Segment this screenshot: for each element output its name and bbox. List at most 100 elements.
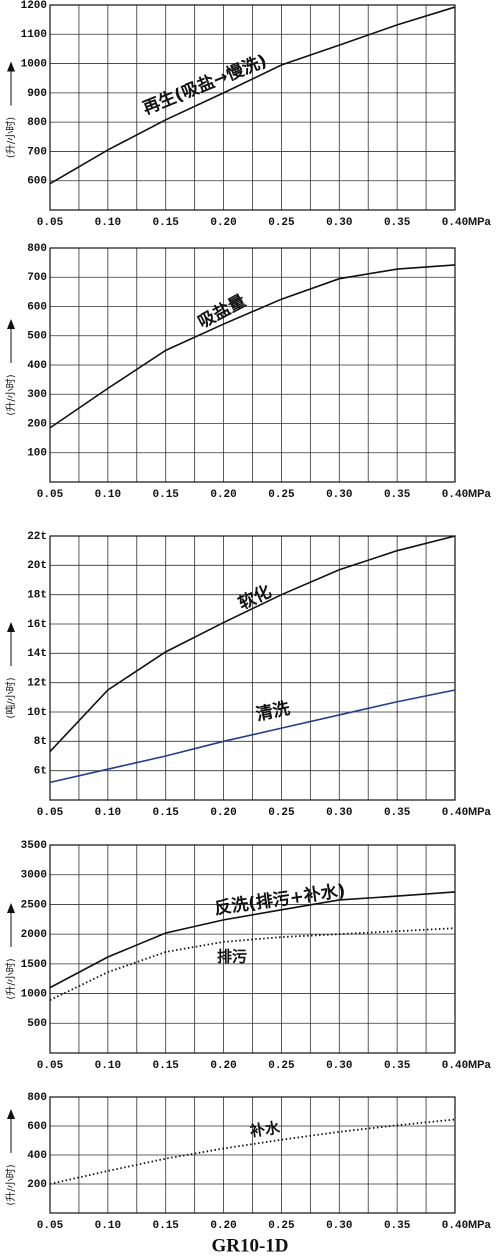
x-tick-label: 0.35 <box>384 217 411 229</box>
axis-arrow-head <box>7 1109 15 1119</box>
y-tick-label: 12t <box>27 678 47 690</box>
curve-label: 清洗 <box>254 698 292 726</box>
plot-frame <box>49 4 456 211</box>
y-tick-label: 600 <box>27 1121 47 1133</box>
x-tick-label: 0.15 <box>153 217 180 229</box>
y-tick-label: 300 <box>27 389 47 401</box>
x-tick-label: 0.05 <box>37 1220 64 1232</box>
x-tick-label: 0.20 <box>210 807 236 819</box>
y-tick-label: 1100 <box>21 29 47 41</box>
y-tick-label: 1000 <box>21 58 47 70</box>
data-line <box>49 6 456 185</box>
y-tick-label: 3500 <box>21 840 47 852</box>
curve-label: 再生(吸盐→慢洗) <box>140 50 270 119</box>
x-tick-label: 0.20 <box>210 489 236 501</box>
y-tick-label: 1200 <box>21 0 47 12</box>
x-tick-label: 0.05 <box>37 807 64 819</box>
curve-label: 补水 <box>248 1118 282 1140</box>
curve-label: 排污 <box>217 948 247 966</box>
x-tick-label: 0.35 <box>384 489 411 501</box>
x-tick-label: 0.25 <box>268 1060 295 1072</box>
y-tick-label: 18t <box>27 590 47 602</box>
y-tick-label: 1500 <box>21 959 47 971</box>
plot-frame <box>49 247 456 483</box>
data-line <box>49 535 456 753</box>
x-tick-label: 0.20 <box>210 217 236 229</box>
x-tick-label: 0.10 <box>95 1060 121 1072</box>
y-tick-label: 400 <box>27 1150 47 1162</box>
x-tick-label: 0.25 <box>268 489 295 501</box>
x-tick-label: 0.35 <box>384 1220 411 1232</box>
data-line <box>49 689 456 784</box>
x-tick-label: 0.40 <box>442 489 468 501</box>
y-tick-label: 200 <box>27 418 47 430</box>
x-tick-label: 0.30 <box>326 217 352 229</box>
y-tick-label: 16t <box>27 619 47 631</box>
x-tick-label: 0.30 <box>326 1060 352 1072</box>
plot-frame <box>49 535 456 801</box>
x-tick-label: 0.40 <box>442 217 468 229</box>
x-tick-label: 0.15 <box>153 1060 180 1072</box>
x-tick-label: 0.30 <box>326 1220 352 1232</box>
x-tick-label: 0.15 <box>153 489 180 501</box>
curve-label: 软化 <box>235 581 275 614</box>
x-axis-unit: MPa <box>468 216 492 228</box>
data-line <box>49 264 456 429</box>
x-axis-unit: MPa <box>468 488 492 500</box>
x-tick-label: 0.10 <box>95 807 121 819</box>
y-axis-label: (升/小时) <box>5 1164 17 1205</box>
y-tick-label: 500 <box>27 331 47 343</box>
axis-arrow-head <box>7 319 15 329</box>
x-tick-label: 0.15 <box>153 807 180 819</box>
x-tick-label: 0.35 <box>384 1060 411 1072</box>
y-axis-label: (升/小时) <box>5 117 17 158</box>
data-line <box>49 891 456 989</box>
x-tick-label: 0.30 <box>326 807 352 819</box>
data-line <box>49 1118 456 1185</box>
y-tick-label: 20t <box>27 560 47 572</box>
y-tick-label: 200 <box>27 1179 47 1191</box>
x-tick-label: 0.40 <box>442 1220 468 1232</box>
y-tick-label: 800 <box>27 117 47 129</box>
x-axis-unit: MPa <box>468 806 492 818</box>
y-axis-label: (吨/小时) <box>4 677 17 718</box>
x-tick-label: 0.25 <box>268 807 295 819</box>
x-tick-label: 0.10 <box>95 217 121 229</box>
y-axis-label: (升/小时) <box>5 958 17 999</box>
y-tick-label: 500 <box>27 1018 47 1030</box>
y-tick-label: 6t <box>34 766 47 778</box>
y-tick-label: 600 <box>27 176 47 188</box>
x-tick-label: 0.25 <box>268 1220 295 1232</box>
data-line <box>49 927 456 1001</box>
y-tick-label: 100 <box>27 448 47 460</box>
y-tick-label: 700 <box>27 272 47 284</box>
y-tick-label: 1000 <box>21 988 47 1000</box>
y-tick-label: 600 <box>27 301 47 313</box>
curve-label: 吸盐量 <box>194 290 249 332</box>
y-tick-label: 2000 <box>21 929 47 941</box>
x-tick-label: 0.25 <box>268 217 295 229</box>
x-tick-label: 0.05 <box>37 217 64 229</box>
axis-arrow-head <box>7 622 15 632</box>
x-axis-unit: MPa <box>468 1219 492 1231</box>
plot-frame <box>49 1096 456 1214</box>
footer-title: GR10-1D <box>211 1235 288 1256</box>
x-tick-label: 0.05 <box>37 1060 64 1072</box>
y-tick-label: 14t <box>27 648 47 660</box>
y-tick-label: 8t <box>34 736 47 748</box>
x-tick-label: 0.10 <box>95 489 121 501</box>
plot-frame <box>49 844 456 1054</box>
y-tick-label: 700 <box>27 146 47 158</box>
x-tick-label: 0.10 <box>95 1220 121 1232</box>
y-tick-label: 800 <box>27 243 47 255</box>
x-tick-label: 0.30 <box>326 489 352 501</box>
x-tick-label: 0.05 <box>37 489 64 501</box>
x-tick-label: 0.20 <box>210 1220 236 1232</box>
y-tick-label: 10t <box>27 707 47 719</box>
x-tick-label: 0.35 <box>384 807 411 819</box>
y-tick-label: 900 <box>27 88 47 100</box>
y-tick-label: 22t <box>27 531 47 543</box>
x-tick-label: 0.40 <box>442 1060 468 1072</box>
x-tick-label: 0.40 <box>442 807 468 819</box>
